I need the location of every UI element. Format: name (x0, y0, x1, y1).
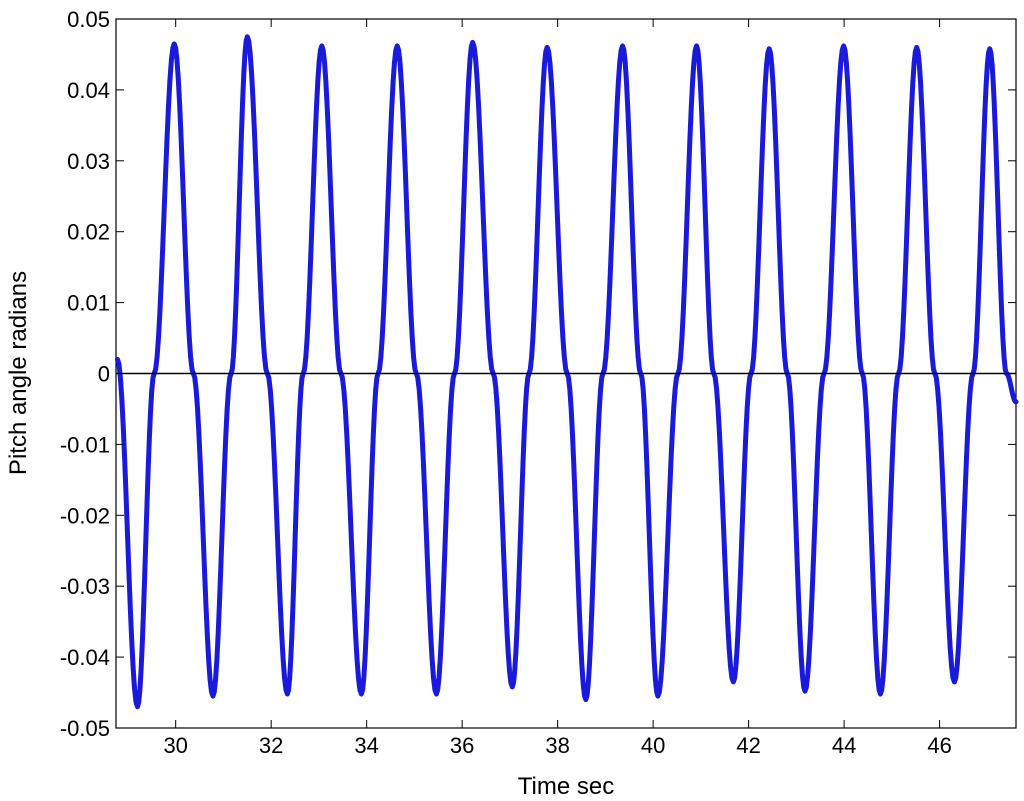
x-tick-label: 42 (736, 733, 760, 758)
y-tick-label: 0 (98, 362, 110, 387)
y-tick-label: 0.04 (67, 78, 110, 103)
y-tick-label: -0.04 (60, 645, 110, 670)
axis-ticks: 30 32 34 36 38 40 42 44 46 0.05 0.04 0.03 0.02 0.01 0 -… (60, 7, 1016, 758)
x-tick-label: 36 (450, 733, 474, 758)
x-tick-label: 38 (545, 733, 569, 758)
x-tick-label: 34 (354, 733, 378, 758)
x-tick-label: 44 (832, 733, 856, 758)
y-tick-label: 0.05 (67, 7, 110, 32)
y-axis-label: Pitch angle radians (5, 271, 32, 475)
y-tick-label: 0.01 (67, 291, 110, 316)
y-tick-label: -0.02 (60, 503, 110, 528)
y-tick-label: -0.03 (60, 574, 110, 599)
y-tick-label: -0.05 (60, 716, 110, 741)
y-tick-label: 0.03 (67, 149, 110, 174)
x-tick-label: 46 (927, 733, 951, 758)
y-tick-label: 0.02 (67, 220, 110, 245)
x-tick-label: 32 (259, 733, 283, 758)
x-tick-label: 40 (641, 733, 665, 758)
x-tick-label: 30 (163, 733, 187, 758)
series-line-0 (114, 34, 1019, 710)
y-tick-label: -0.01 (60, 432, 110, 457)
x-axis-label: Time sec (518, 773, 614, 800)
